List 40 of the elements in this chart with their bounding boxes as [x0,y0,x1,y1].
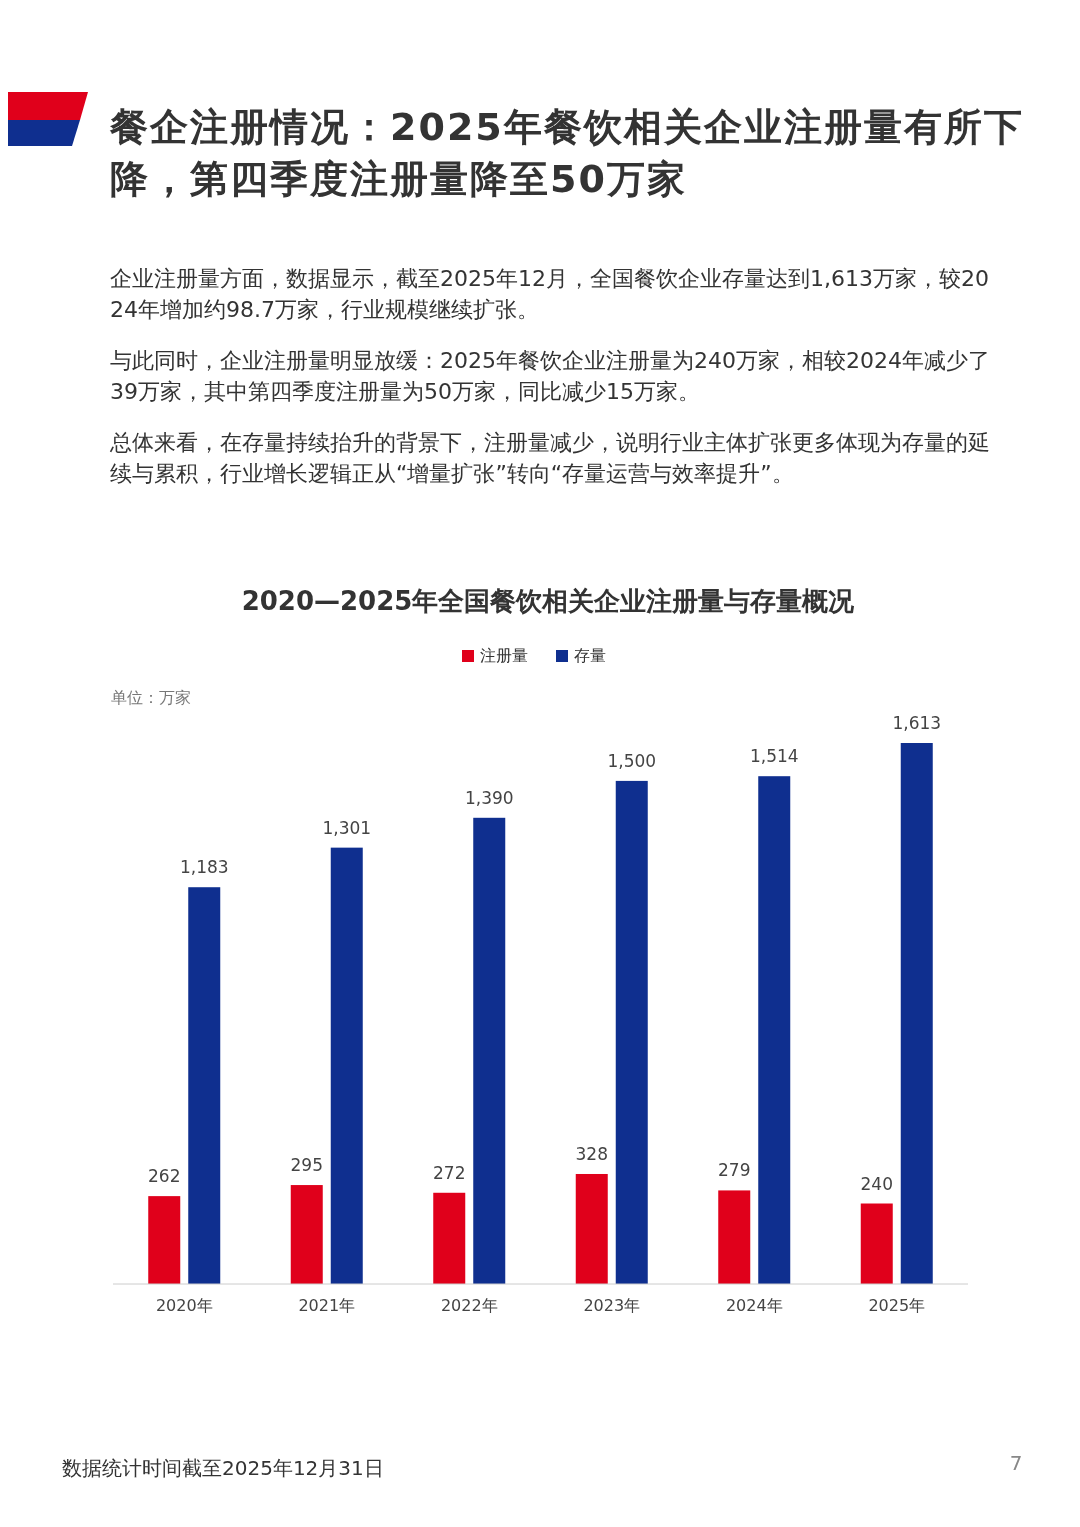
bar [575,1173,608,1284]
bar [718,1190,751,1284]
chart-subtitle: 2020—2025年全国餐饮相关企业注册量与存量概况 [241,586,856,616]
legend-label: 存量 [574,646,606,665]
text: 与此同时，企业注册量明显放缓：2025年餐饮企业注册量为240万家，相较2024年减少了39万家，其中第四季度注册量为50万家，同比减少15万家。 [110,348,990,404]
text: 7 [1009,1451,1023,1475]
x-tick-label: 2022年 [440,1296,498,1315]
x-tick-label: 2025年 [868,1296,926,1315]
bar [900,743,933,1284]
x-tick-label: 2021年 [298,1296,356,1315]
data-label: 1,183 [179,857,229,878]
bar [330,847,363,1284]
bar [433,1192,466,1284]
data-label: 1,301 [322,817,372,838]
data-label: 1,514 [749,746,799,767]
y-axis-title: 单位：万家 [111,688,191,707]
text: 数据统计时间截至2025年12月31日 [62,1456,384,1480]
data-label: 1,500 [607,750,657,771]
bar [290,1185,323,1284]
data-label: 1,390 [464,787,514,808]
chart-title: 餐企注册情况：2025年餐饮相关企业注册量有所下降，第四季度注册量降至50万家 [109,105,1024,201]
bar [615,780,648,1284]
data-label: 262 [148,1166,181,1187]
data-label: 1,613 [892,713,942,733]
data-label: 295 [290,1155,323,1176]
x-tick-label: 2024年 [725,1296,783,1315]
x-tick-label: 2020年 [155,1296,213,1315]
bar [188,887,221,1284]
data-label: 279 [718,1160,751,1181]
data-label: 328 [575,1143,608,1164]
x-tick-label: 2023年 [583,1296,641,1315]
legend-label: 注册量 [480,646,528,665]
bar [860,1203,893,1284]
text: 总体来看，在存量持续抬升的背景下，注册量减少，说明行业主体扩张更多体现为存量的延续与累积，行业增长逻辑正从“增量扩张”转向“存量运营与效率提升”。 [109,430,990,486]
bar [473,817,506,1284]
text: 企业注册量方面，数据显示，截至2025年12月，全国餐饮企业存量达到1,613万家，较2024年增加约98.7万家，行业规模继续扩张。 [110,266,989,322]
bar [758,776,791,1284]
data-label: 272 [433,1162,466,1183]
bar [148,1196,181,1284]
data-label: 240 [860,1173,893,1194]
